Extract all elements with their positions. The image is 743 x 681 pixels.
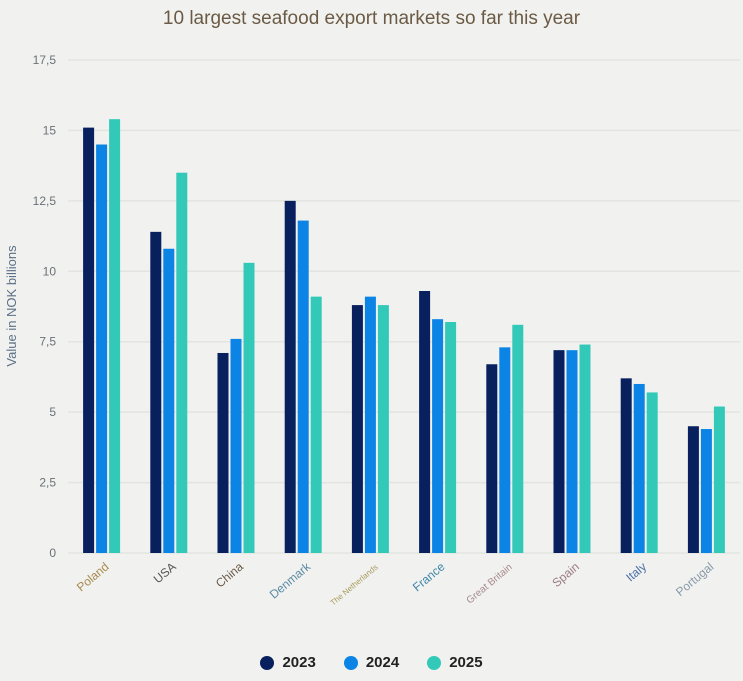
bar-2024 [499, 347, 511, 553]
bar-2025 [512, 324, 524, 553]
x-tick-label: Italy [623, 560, 649, 585]
legend-swatch [260, 655, 275, 670]
x-tick-label: China [213, 559, 246, 590]
legend-label: 2025 [449, 654, 483, 671]
bar-2024 [230, 338, 242, 553]
bar-2025 [377, 305, 389, 553]
bar-2023 [351, 305, 363, 553]
y-tick-label: 5 [49, 405, 56, 419]
bar-2023 [687, 426, 699, 553]
x-tick-label: Poland [74, 560, 112, 595]
x-tick-label: Spain [549, 560, 582, 590]
bar-2024 [566, 350, 578, 553]
chart-title: 10 largest seafood export markets so far… [162, 8, 581, 29]
y-axis-label: Value in NOK billions [4, 245, 19, 367]
bar-2024 [700, 429, 712, 553]
x-tick-label: The Netherlands [329, 563, 380, 608]
bar-2025 [243, 262, 255, 553]
bar-2023 [553, 350, 565, 553]
legend-item-2023[interactable]: 2023 [260, 654, 316, 671]
x-tick-label: USA [151, 560, 179, 587]
legend: 2023 2024 2025 [0, 654, 743, 671]
bar-2025 [579, 344, 591, 553]
legend-label: 2024 [365, 654, 400, 671]
x-tick-label: Great Britain [465, 562, 515, 607]
x-tick-label: Denmark [267, 559, 314, 602]
bar-2023 [217, 352, 229, 553]
legend-item-2025[interactable]: 2025 [427, 654, 483, 671]
x-tick-label: France [410, 559, 448, 594]
bar-2025 [445, 321, 457, 553]
bar-2024 [96, 144, 108, 553]
bar-2023 [83, 127, 95, 554]
legend-swatch [427, 655, 442, 670]
legend-label: 2023 [282, 654, 316, 671]
legend-item-2024[interactable]: 2024 [343, 654, 400, 671]
bar-2025 [646, 392, 658, 553]
y-tick-label: 15 [43, 123, 57, 137]
bar-2023 [419, 291, 431, 553]
legend-swatch [343, 655, 358, 670]
bar-2024 [364, 296, 376, 553]
bar-2023 [150, 231, 162, 554]
bar-2025 [713, 406, 725, 553]
x-tick-label: Portugal [673, 560, 716, 599]
y-tick-label: 10 [43, 264, 57, 278]
bar-2023 [284, 200, 296, 553]
y-tick-label: 2,5 [39, 476, 56, 490]
y-tick-label: 0 [49, 546, 56, 560]
bar-2024 [633, 383, 645, 553]
bar-2025 [109, 119, 121, 553]
bar-2025 [176, 172, 188, 553]
y-tick-label: 17,5 [33, 53, 57, 67]
y-tick-label: 7,5 [39, 335, 56, 349]
bar-2025 [310, 296, 322, 553]
bar-2023 [486, 364, 498, 553]
y-tick-label: 12,5 [33, 194, 57, 208]
bar-2023 [620, 378, 632, 553]
bar-2024 [163, 248, 175, 553]
bar-2024 [297, 220, 309, 553]
bar-2024 [432, 319, 444, 553]
